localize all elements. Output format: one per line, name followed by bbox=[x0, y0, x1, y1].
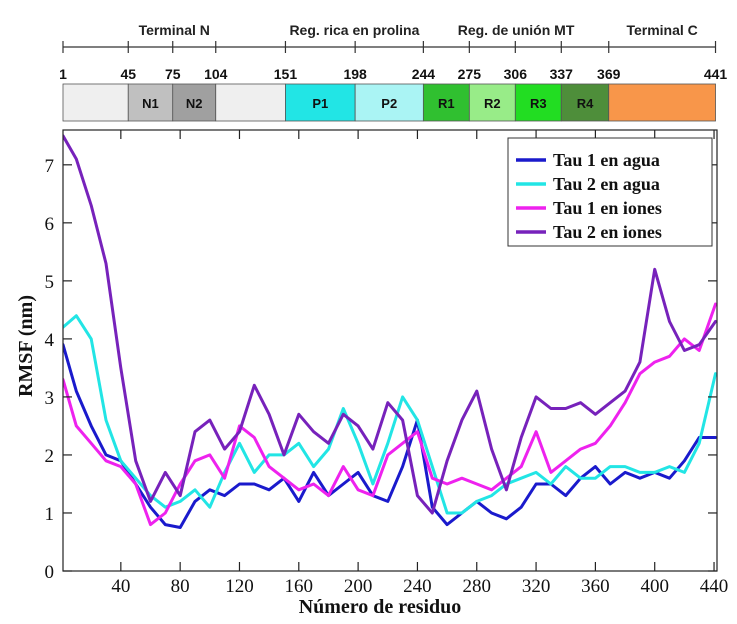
boundary-label-10: 369 bbox=[597, 66, 621, 82]
series-line-2 bbox=[63, 302, 717, 527]
series-line-3 bbox=[63, 134, 717, 515]
boundary-label-8: 306 bbox=[504, 66, 528, 82]
boundary-label-3: 104 bbox=[204, 66, 228, 82]
boundary-label-6: 244 bbox=[412, 66, 436, 82]
boundary-label-5: 198 bbox=[343, 66, 367, 82]
domain-block-8 bbox=[514, 83, 562, 122]
domain-label-p2: P2 bbox=[381, 96, 397, 111]
y-axis-title: RMSF (nm) bbox=[15, 295, 37, 397]
domain-label-p1: P1 bbox=[312, 96, 328, 111]
x-tick-label-9: 400 bbox=[640, 576, 669, 597]
x-tick-label-1: 80 bbox=[171, 576, 190, 597]
legend-label-2: Tau 1 en iones bbox=[553, 198, 662, 218]
domain-block-4 bbox=[285, 83, 356, 122]
domain-label-r2: R2 bbox=[484, 96, 501, 111]
domain-block-7 bbox=[468, 83, 516, 122]
series-lines bbox=[63, 134, 717, 529]
domain-block-3 bbox=[215, 83, 286, 122]
legend-label-3: Tau 2 en iones bbox=[553, 222, 662, 242]
x-tick-label-6: 280 bbox=[463, 576, 492, 597]
boundary-label-2: 75 bbox=[165, 66, 181, 82]
boundary-label-7: 275 bbox=[458, 66, 482, 82]
legend-label-1: Tau 2 en agua bbox=[553, 174, 660, 194]
x-tick-label-10: 440 bbox=[700, 576, 729, 597]
plot-frame bbox=[62, 129, 718, 572]
x-axis-title: Número de residuo bbox=[299, 596, 462, 618]
domain-label-r3: R3 bbox=[530, 96, 547, 111]
domain-label-r4: R4 bbox=[577, 96, 594, 111]
domain-block-10 bbox=[608, 83, 716, 122]
series-line-0 bbox=[63, 343, 717, 529]
domain-block-2 bbox=[172, 83, 217, 122]
legend-label-0: Tau 1 en agua bbox=[553, 150, 660, 170]
y-tick-label-6: 6 bbox=[45, 214, 55, 235]
region-label-1: Reg. rica en prolina bbox=[289, 22, 419, 38]
region-label-3: Terminal C bbox=[626, 22, 697, 38]
y-tick-label-0: 0 bbox=[45, 562, 55, 583]
region-label-2: Reg. de unión MT bbox=[458, 22, 575, 38]
boundary-label-4: 151 bbox=[274, 66, 298, 82]
domain-block-6 bbox=[422, 83, 470, 122]
y-tick-label-5: 5 bbox=[45, 272, 55, 293]
region-label-0: Terminal N bbox=[139, 22, 210, 38]
domain-bar: N1 N2 P1 P2 R1 R2 R3 R4 bbox=[62, 83, 716, 122]
domain-block-5 bbox=[354, 83, 424, 122]
boundary-label-11: 441 bbox=[704, 66, 728, 82]
boundary-label-1: 45 bbox=[120, 66, 136, 82]
legend-box bbox=[507, 137, 713, 247]
x-tick-label-7: 320 bbox=[522, 576, 551, 597]
domain-label-n1: N1 bbox=[142, 96, 159, 111]
legend: Tau 1 en agua Tau 2 en agua Tau 1 en iones… bbox=[507, 137, 713, 247]
y-tick-label-1: 1 bbox=[45, 504, 55, 525]
boundary-label-9: 337 bbox=[550, 66, 574, 82]
axis-ticks: 40 80 120 160 200 240 280 320 360 400 440 0 1 2 3 4 5 6 7 bbox=[45, 130, 729, 597]
y-tick-label-2: 2 bbox=[45, 446, 55, 467]
x-tick-label-0: 40 bbox=[111, 576, 130, 597]
x-tick-label-3: 160 bbox=[285, 576, 314, 597]
region-annotations: Terminal N Reg. rica en prolina Reg. de un… bbox=[59, 22, 727, 82]
x-tick-label-4: 200 bbox=[344, 576, 373, 597]
y-tick-label-4: 4 bbox=[45, 330, 55, 351]
x-tick-label-2: 120 bbox=[225, 576, 254, 597]
x-tick-label-8: 360 bbox=[581, 576, 610, 597]
x-tick-label-5: 240 bbox=[403, 576, 432, 597]
domain-label-r1: R1 bbox=[438, 96, 455, 111]
domain-label-n2: N2 bbox=[186, 96, 203, 111]
y-tick-label-7: 7 bbox=[45, 156, 55, 177]
y-tick-label-3: 3 bbox=[45, 388, 55, 409]
boundary-label-0: 1 bbox=[59, 66, 67, 82]
domain-block-0 bbox=[62, 83, 129, 122]
